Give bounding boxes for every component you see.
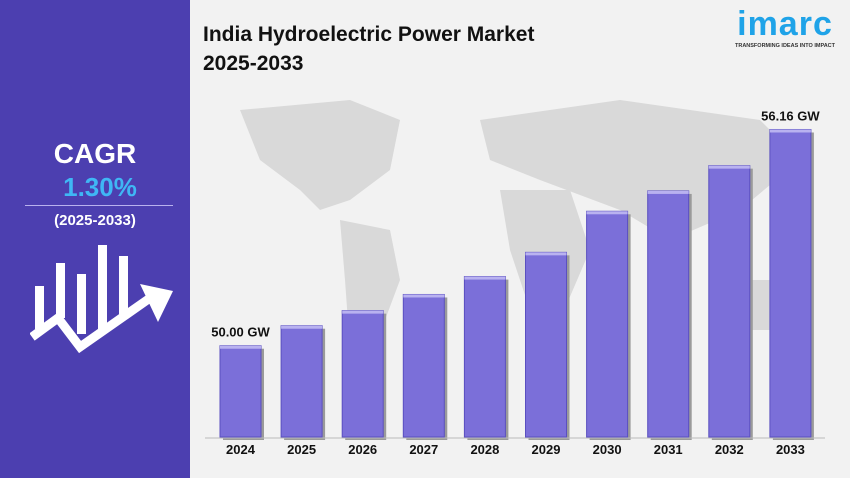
bar-highlight <box>586 211 628 215</box>
bar-highlight <box>342 310 384 314</box>
x-tick-label: 2025 <box>287 442 316 457</box>
chart-title: India Hydroelectric Power Market 2025-20… <box>203 20 534 78</box>
divider <box>25 205 173 206</box>
cagr-value: 1.30% <box>63 172 137 202</box>
bar-2033 <box>769 128 812 438</box>
x-tick-label: 2033 <box>776 442 805 457</box>
cagr-label: CAGR <box>53 138 137 169</box>
bar-highlight <box>647 190 689 194</box>
x-tick-label: 2028 <box>470 442 499 457</box>
title-line-2: 2025-2033 <box>203 52 304 75</box>
bar-2027 <box>402 293 445 438</box>
bar-highlight <box>769 129 811 133</box>
x-tick-label: 2032 <box>715 442 744 457</box>
bar-2031 <box>647 190 690 438</box>
title-line-1: India Hydroelectric Power Market <box>203 23 535 46</box>
data-label: 50.00 GW <box>211 325 270 340</box>
x-tick-label: 2031 <box>654 442 683 457</box>
bar-highlight <box>708 165 750 169</box>
bar-2025 <box>280 325 323 438</box>
bar-highlight <box>403 294 445 298</box>
x-tick-label: 2029 <box>532 442 561 457</box>
bar-2028 <box>463 276 506 438</box>
imarc-logo: imarc TRANSFORMING IDEAS INTO IMPACT <box>734 5 836 49</box>
cagr-panel: CAGR 1.30% (2025-2033) <box>0 0 190 478</box>
cagr-period: (2025-2033) <box>54 212 136 229</box>
bar-2029 <box>525 251 567 438</box>
bar-2030 <box>586 210 629 438</box>
bar-highlight <box>220 345 261 349</box>
bar-highlight <box>525 252 567 256</box>
x-tick-label: 2027 <box>409 442 438 457</box>
growth-chart-arrow-icon <box>30 245 173 354</box>
bar-2026 <box>341 310 384 438</box>
bar-2024 <box>219 345 262 438</box>
x-tick-label: 2024 <box>226 442 256 457</box>
bar-highlight <box>464 276 506 280</box>
x-tick-label: 2026 <box>348 442 377 457</box>
bar-highlight <box>281 325 323 329</box>
data-label: 56.16 GW <box>761 108 820 123</box>
x-tick-label: 2030 <box>593 442 622 457</box>
bar-2032 <box>708 165 751 438</box>
